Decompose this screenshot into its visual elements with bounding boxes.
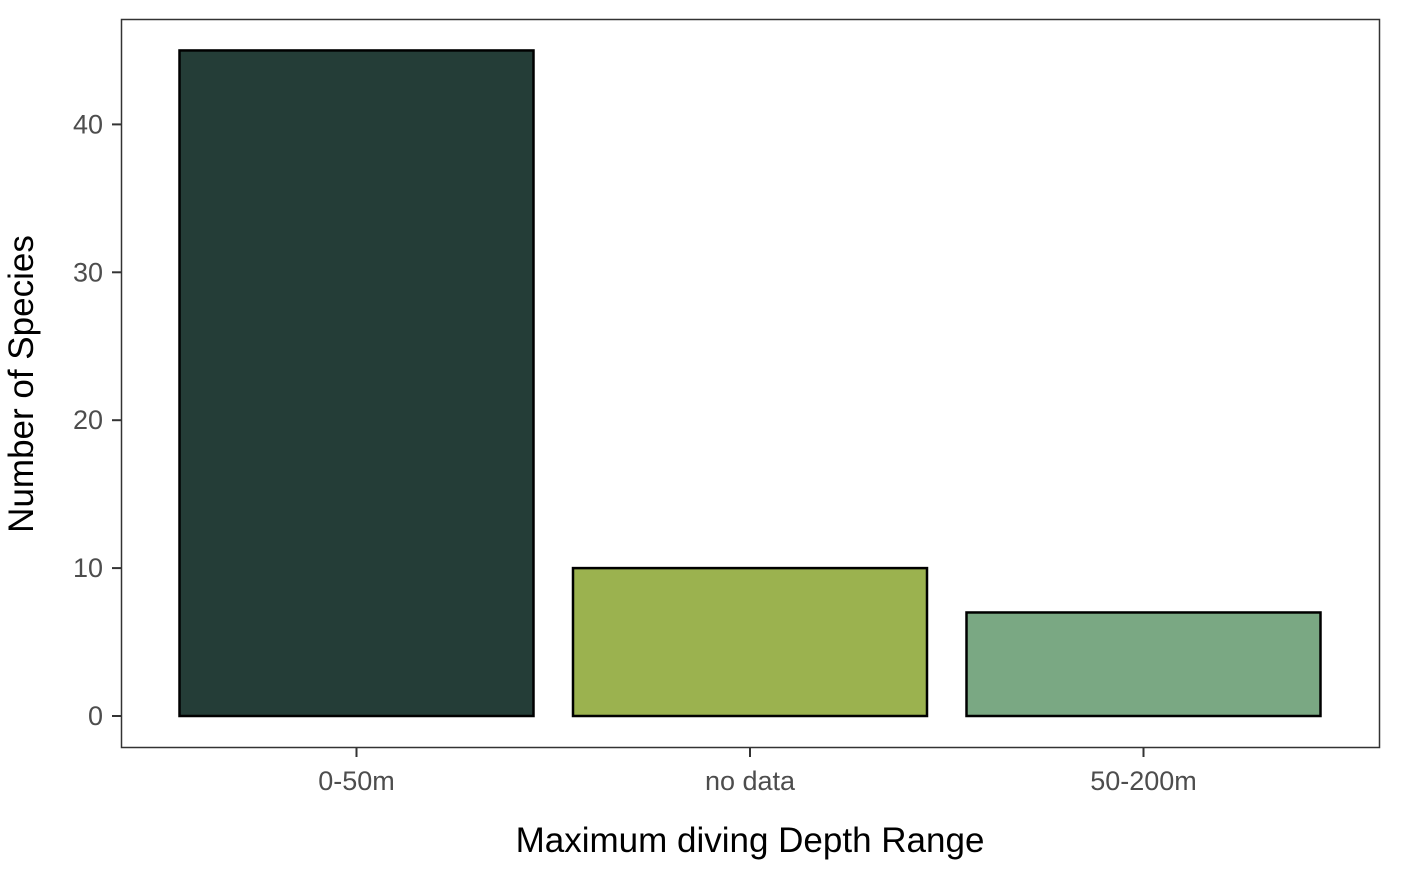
- bar-50-200m: [965, 611, 1322, 718]
- y-tick-label: 0: [88, 701, 103, 731]
- bars: [178, 49, 1322, 718]
- y-axis-title: Number of Species: [2, 235, 41, 533]
- y-axis: 0 10 20 30 40: [73, 109, 121, 731]
- panel-border: [120, 18, 1381, 749]
- x-axis: 0-50m no data 50-200m: [318, 748, 1197, 796]
- y-tick-label: 40: [73, 109, 103, 139]
- y-tick-label: 10: [73, 553, 103, 583]
- bar-no-data: [571, 566, 929, 718]
- x-tick-label: 50-200m: [1090, 766, 1197, 796]
- bar-0-50m: [178, 49, 535, 718]
- x-axis-title: Maximum diving Depth Range: [516, 821, 985, 860]
- x-tick-label: 0-50m: [318, 766, 395, 796]
- y-tick-label: 20: [73, 405, 103, 435]
- x-tick-label: no data: [705, 766, 796, 796]
- y-tick-label: 30: [73, 257, 103, 287]
